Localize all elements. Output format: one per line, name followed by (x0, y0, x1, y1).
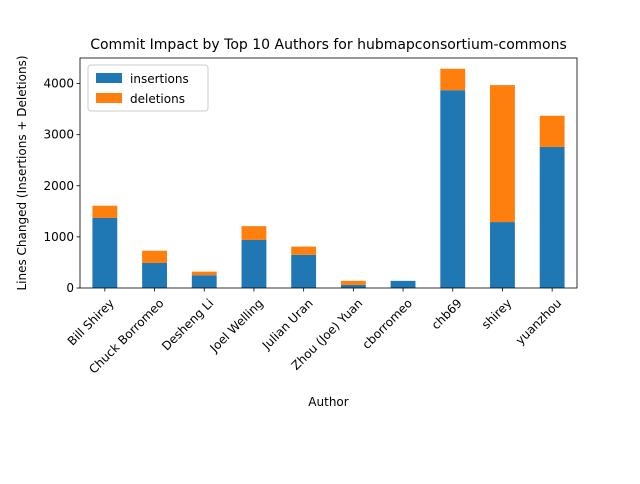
legend: insertions deletions (87, 64, 209, 112)
x-tick-label: chb69 (429, 296, 465, 332)
x-tick-label: Joel Welling (206, 296, 266, 356)
bar-insertions-4 (291, 254, 317, 288)
y-tick-label: 1000 (43, 230, 74, 244)
bar-deletions-0 (92, 205, 118, 218)
legend-swatch-deletions (96, 93, 122, 103)
y-tick-label: 4000 (43, 77, 74, 91)
bar-insertions-5 (340, 284, 366, 288)
bar-insertions-9 (539, 146, 565, 288)
bar-deletions-3 (241, 226, 267, 240)
bar-insertions-8 (490, 222, 515, 288)
legend-swatch-insertions (96, 73, 122, 83)
y-axis: 0 1000 2000 3000 4000 (43, 77, 80, 295)
bar-insertions-7 (440, 90, 466, 288)
x-tick-label: shirey (479, 296, 515, 332)
y-axis-label: Lines Changed (Insertions + Deletions) (15, 55, 29, 290)
x-axis-label: Author (308, 395, 348, 409)
bar-insertions-6 (390, 280, 416, 288)
bar-insertions-2 (191, 275, 217, 288)
bar-deletions-7 (440, 68, 466, 91)
bar-deletions-9 (539, 115, 565, 147)
bar-insertions-0 (92, 217, 118, 288)
y-tick-label: 0 (66, 281, 74, 295)
chart-title: Commit Impact by Top 10 Authors for hubm… (90, 37, 567, 53)
bar-deletions-5 (340, 280, 366, 285)
legend-label-deletions: deletions (130, 92, 185, 106)
x-tick-label: cborromeo (359, 296, 415, 352)
x-tick-label: Bill Shirey (65, 296, 117, 348)
x-tick-label: yuanzhou (513, 296, 564, 347)
bars-layer (92, 68, 565, 288)
bar-insertions-1 (142, 262, 167, 288)
y-tick-label: 3000 (43, 128, 74, 142)
y-tick-label: 2000 (43, 179, 74, 193)
bar-insertions-3 (241, 239, 267, 288)
plot-frame (79, 57, 578, 289)
bar-deletions-2 (191, 271, 217, 276)
bar-deletions-8 (490, 85, 515, 223)
bar-deletions-4 (291, 246, 317, 255)
legend-label-insertions: insertions (130, 72, 189, 86)
bar-deletions-1 (142, 250, 167, 263)
